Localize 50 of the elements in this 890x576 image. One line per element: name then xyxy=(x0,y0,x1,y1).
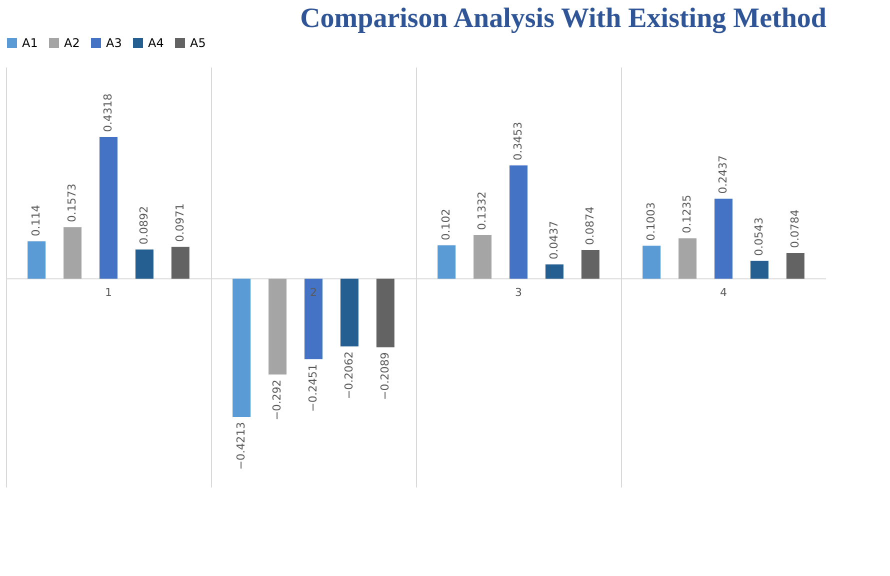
data-label: 0.1235 xyxy=(680,194,694,234)
data-label: 0.0971 xyxy=(173,203,186,242)
legend-label: A2 xyxy=(64,36,80,50)
chart-title: Comparison Analysis With Existing Method xyxy=(300,3,827,34)
bar xyxy=(64,227,82,279)
bar xyxy=(678,238,697,279)
bar xyxy=(268,278,287,375)
bar xyxy=(581,250,600,279)
data-label: 0.1003 xyxy=(644,202,658,241)
data-label: −0.4213 xyxy=(234,422,248,470)
bar xyxy=(545,264,564,279)
legend-label: A5 xyxy=(190,36,206,50)
data-label: 0.0543 xyxy=(752,217,766,256)
bar xyxy=(714,198,732,279)
data-label: 0.0437 xyxy=(547,220,560,260)
bar xyxy=(750,260,768,279)
data-label: −0.2089 xyxy=(378,352,392,400)
data-label: 0.1573 xyxy=(66,184,79,222)
legend-label: A1 xyxy=(22,36,38,50)
bar xyxy=(135,249,154,279)
bar xyxy=(171,246,190,279)
x-tick-label: 3 xyxy=(515,286,522,300)
data-label: 0.4318 xyxy=(102,94,114,132)
data-label: 0.2437 xyxy=(716,155,730,194)
data-label: −0.292 xyxy=(270,380,284,420)
x-tick-label: 4 xyxy=(720,286,727,300)
data-label: 0.1332 xyxy=(476,192,489,230)
data-label: −0.2062 xyxy=(342,351,356,400)
bar xyxy=(340,278,358,346)
bar xyxy=(304,278,322,360)
data-label: 0.0784 xyxy=(788,209,802,248)
bar xyxy=(786,252,804,279)
data-label: 0.0892 xyxy=(137,206,150,244)
bar xyxy=(232,278,251,417)
legend-label: A3 xyxy=(106,36,122,50)
x-tick-label: 2 xyxy=(310,286,317,300)
bar xyxy=(100,137,118,279)
data-label: 0.0874 xyxy=(583,206,596,246)
bar xyxy=(28,241,46,279)
bar xyxy=(474,235,492,279)
data-label: −0.2451 xyxy=(306,364,320,412)
bar xyxy=(510,165,528,279)
bar xyxy=(376,278,394,348)
bar xyxy=(438,245,456,279)
x-tick-label: 1 xyxy=(105,286,112,300)
bar xyxy=(642,246,661,279)
data-label: 0.114 xyxy=(30,204,43,236)
data-label: 0.102 xyxy=(440,208,453,240)
legend-label: A4 xyxy=(148,36,164,50)
data-label: 0.3453 xyxy=(512,122,524,160)
